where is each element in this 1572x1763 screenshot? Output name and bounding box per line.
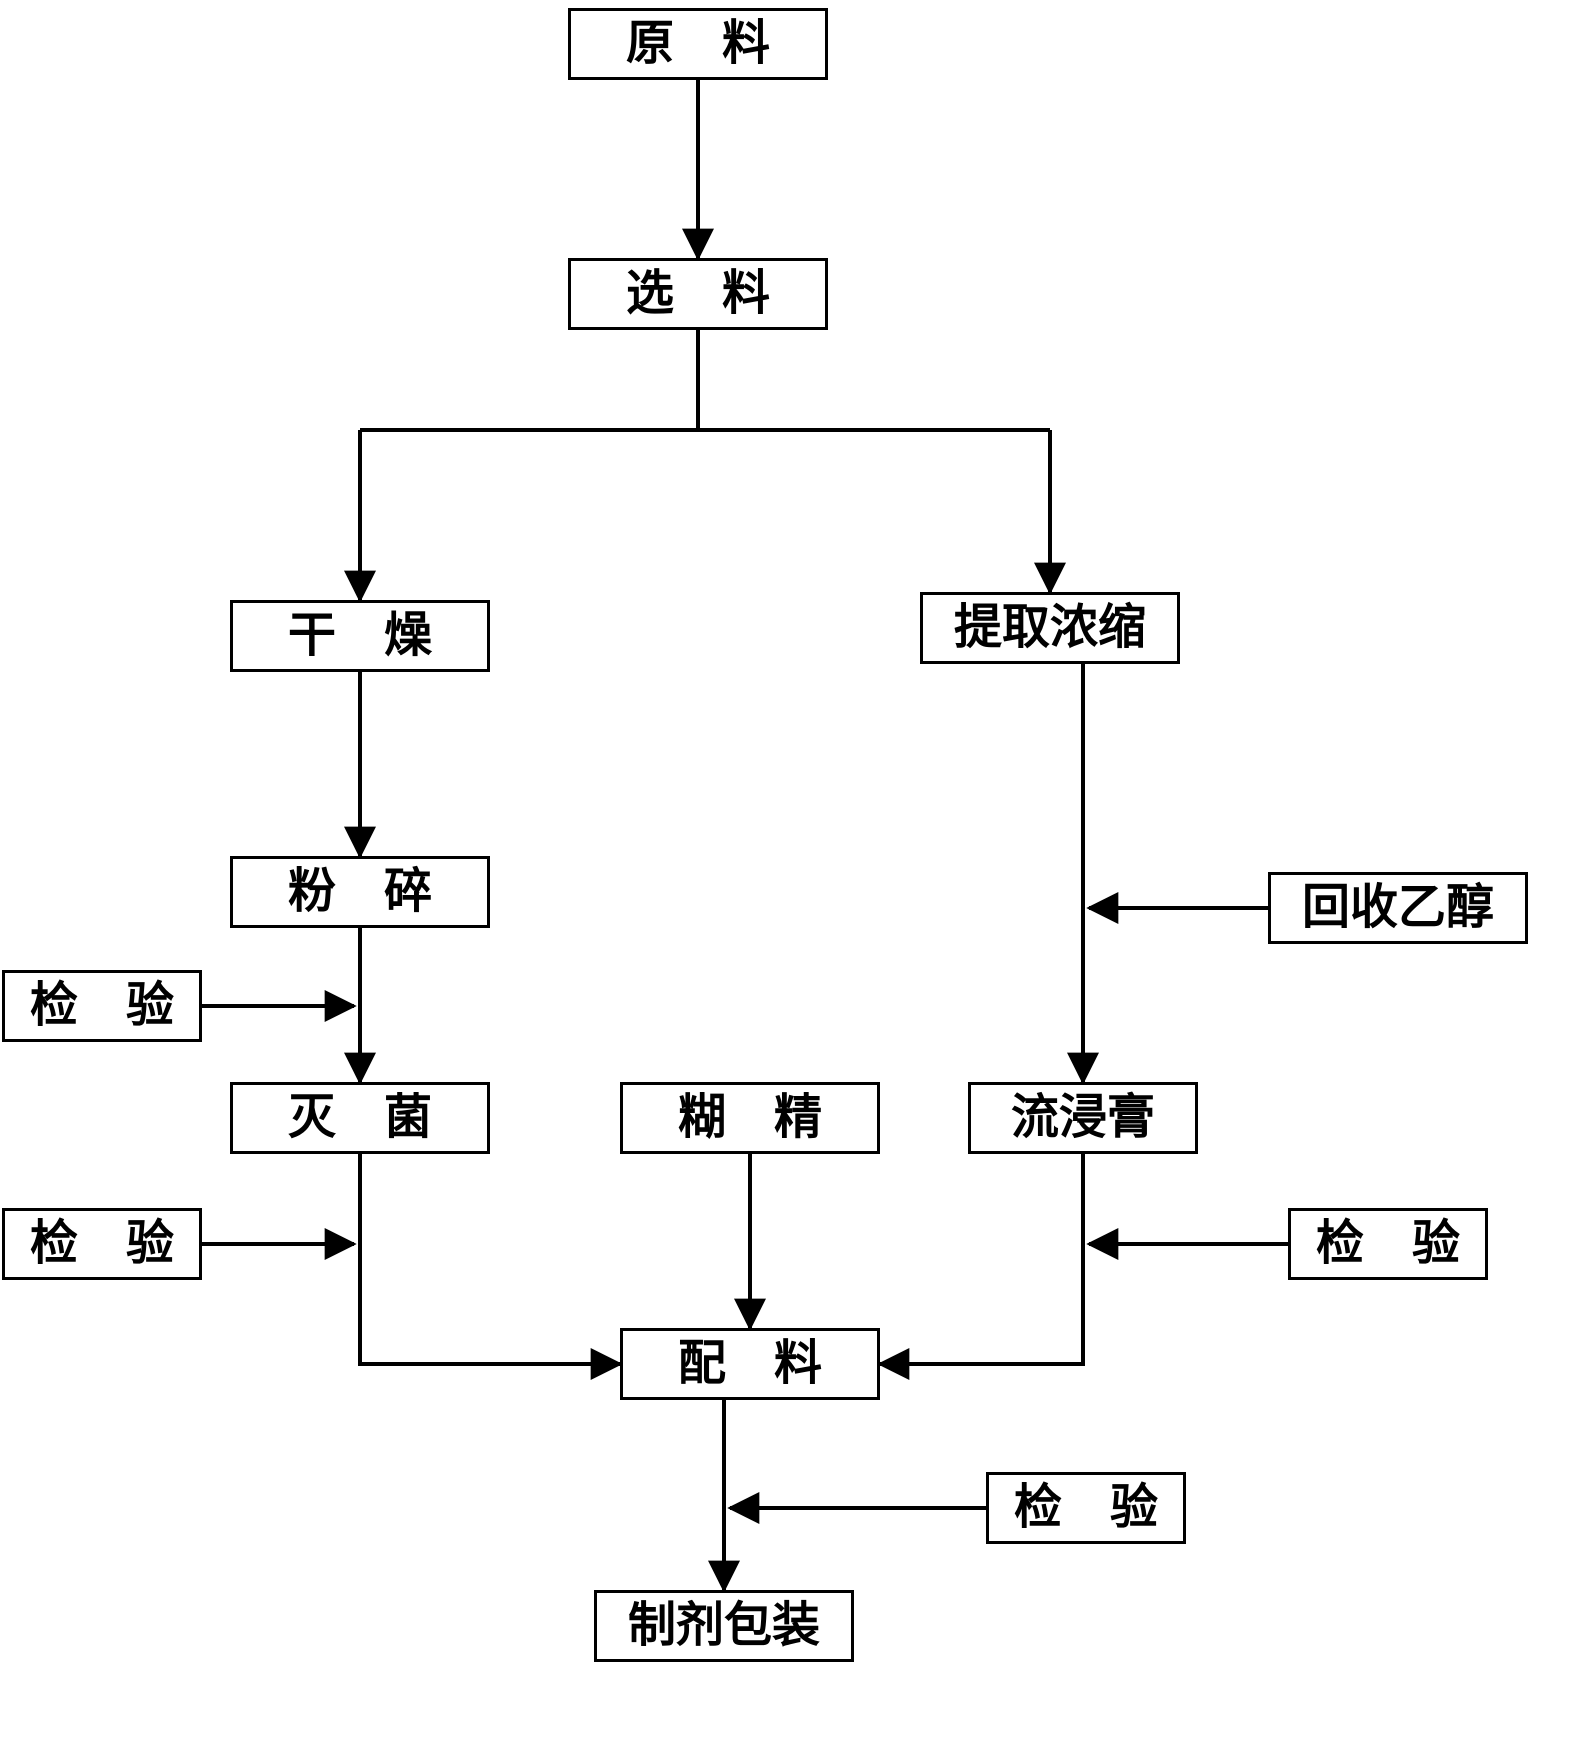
node-raw: 原 料 <box>568 8 828 80</box>
node-inspect1: 检 验 <box>2 970 202 1042</box>
node-mix: 配 料 <box>620 1328 880 1400</box>
node-dextrin: 糊 精 <box>620 1082 880 1154</box>
node-inspect3: 检 验 <box>1288 1208 1488 1280</box>
node-recycle: 回收乙醇 <box>1268 872 1528 944</box>
node-inspect2: 检 验 <box>2 1208 202 1280</box>
node-pack: 制剂包装 <box>594 1590 854 1662</box>
node-dry: 干 燥 <box>230 600 490 672</box>
node-grind: 粉 碎 <box>230 856 490 928</box>
node-paste: 流浸膏 <box>968 1082 1198 1154</box>
node-extract: 提取浓缩 <box>920 592 1180 664</box>
node-select: 选 料 <box>568 258 828 330</box>
node-steril: 灭 菌 <box>230 1082 490 1154</box>
node-inspect4: 检 验 <box>986 1472 1186 1544</box>
